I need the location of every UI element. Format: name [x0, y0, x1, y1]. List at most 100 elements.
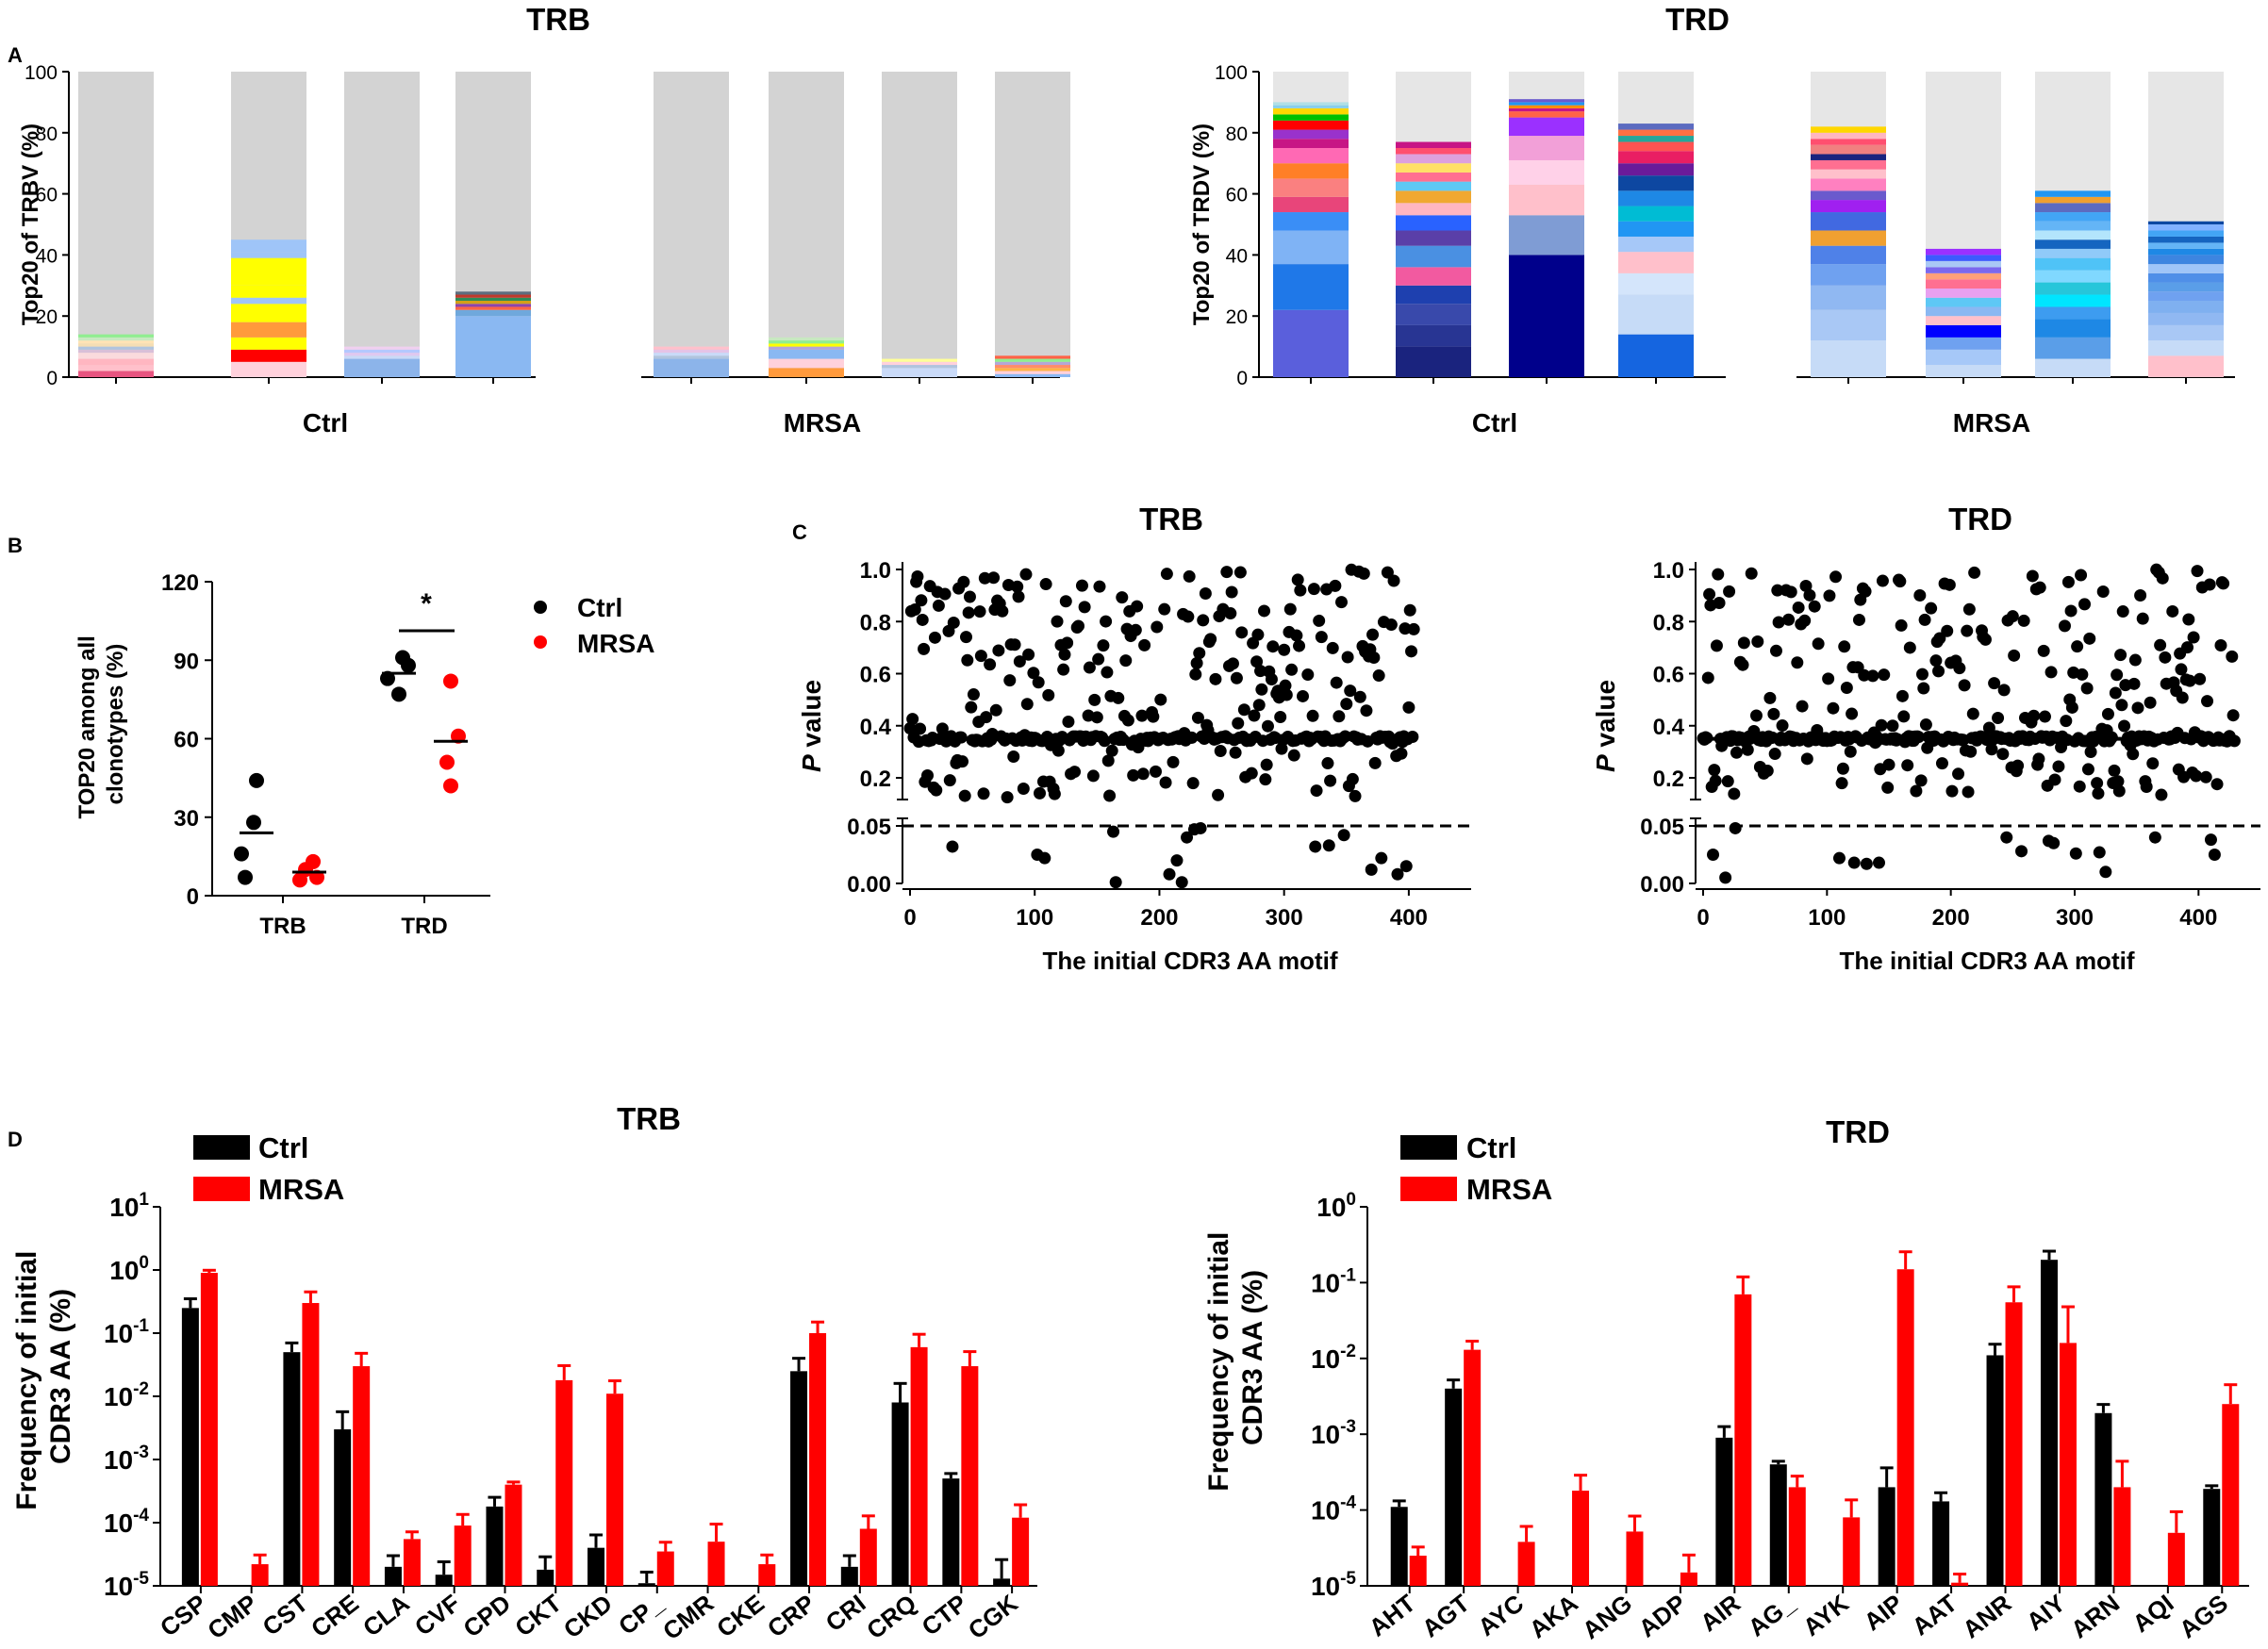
- bar-segment: [1811, 200, 1886, 213]
- d-trb-ylabel-line1: Frequency of initial: [11, 1251, 42, 1510]
- bar-mrsa: [505, 1484, 522, 1586]
- bar-segment: [1509, 107, 1584, 112]
- data-point: [1027, 667, 1040, 680]
- bar-ctrl: [942, 1478, 960, 1586]
- bar-segment: [1509, 117, 1584, 137]
- data-point: [1121, 714, 1134, 727]
- data-point: [2064, 604, 2078, 618]
- data-point: [1771, 584, 1784, 597]
- bar-mrsa: [1896, 1269, 1914, 1586]
- data-point: [1059, 595, 1072, 608]
- tick-exponent: 0: [139, 1253, 149, 1273]
- data-point: [1042, 688, 1055, 701]
- y-tick-label: 10-3: [104, 1443, 149, 1475]
- data-point: [957, 575, 970, 588]
- data-point: [938, 587, 952, 601]
- data-point: [1324, 774, 1337, 787]
- bar-segment: [231, 322, 306, 338]
- bar-segment: [1618, 141, 1694, 152]
- y-tick-label: 20: [1226, 306, 1248, 328]
- data-point: [1307, 583, 1320, 596]
- data-point: [906, 713, 919, 726]
- data-point: [1353, 690, 1366, 703]
- x-category-label: AIY: [2021, 1589, 2071, 1636]
- data-point: [1772, 616, 1785, 629]
- data-point: [1003, 674, 1017, 687]
- bar-segment: [1811, 132, 1886, 140]
- data-point: [967, 688, 980, 701]
- tick-exponent: -3: [1340, 1417, 1356, 1437]
- data-point: [1191, 711, 1204, 724]
- tick-base: 10: [1311, 1496, 1340, 1525]
- x-category-label: CGK: [963, 1589, 1023, 1644]
- data-point: [2226, 650, 2239, 663]
- bar-segment: [2148, 255, 2224, 265]
- bar-segment: [1926, 255, 2001, 261]
- tick-base: 10: [104, 1382, 133, 1411]
- y-tick-label: 0.2: [860, 767, 891, 792]
- bar-ctrl: [637, 1583, 655, 1586]
- bar-segment: [1618, 136, 1694, 142]
- data-point: [2155, 788, 2168, 801]
- bar-segment: [769, 346, 844, 350]
- bar-mrsa: [1734, 1294, 1752, 1586]
- data-point: [1844, 745, 1857, 758]
- bar-mrsa: [1626, 1531, 1644, 1586]
- b-ylabel-line1: TOP20 among all: [74, 635, 100, 818]
- y-tick-label: 0: [1236, 368, 1248, 389]
- bar-segment: [344, 346, 420, 350]
- bar-segment: [455, 316, 531, 377]
- data-point: [1334, 596, 1348, 609]
- bar-segment: [1273, 148, 1349, 164]
- data-point: [1225, 585, 1238, 599]
- bar-ctrl: [790, 1371, 808, 1586]
- data-point: [1103, 789, 1117, 802]
- data-point: [1341, 651, 1354, 664]
- a-trb-group-ctrl: Ctrl: [303, 408, 348, 437]
- data-point: [1278, 643, 1291, 656]
- data-point: [1329, 579, 1342, 592]
- data-point: [1214, 745, 1227, 758]
- a-trd-group-mrsa: MRSA: [1953, 408, 2030, 437]
- bar-segment: [1273, 309, 1349, 377]
- bar-segment: [2035, 270, 2111, 283]
- data-point: [1812, 637, 1825, 651]
- data-point: [2140, 781, 2153, 794]
- data-point: [1741, 743, 1754, 756]
- bar-segment: [1926, 324, 2001, 338]
- y-tick-label: 10-1: [104, 1316, 149, 1348]
- tick-exponent: -1: [133, 1316, 149, 1336]
- bar-segment: [1273, 129, 1349, 140]
- bar-segment: [2035, 294, 2111, 307]
- bar-segment: [1273, 120, 1349, 130]
- bar-ctrl: [891, 1402, 909, 1586]
- data-point: [1160, 568, 1173, 581]
- c-trb-ylabel-italic: P: [797, 754, 826, 772]
- y-tick-label: 60: [36, 185, 58, 206]
- bar-segment: [2035, 282, 2111, 295]
- y-tick-label: 10-1: [1311, 1265, 1356, 1297]
- data-point: [1245, 767, 1258, 780]
- c-trb-xlabel: The initial CDR3 AA motif: [1043, 947, 1338, 975]
- bar-segment: [2148, 324, 2224, 341]
- tick-exponent: -1: [1340, 1265, 1356, 1285]
- x-category-label: CKD: [558, 1589, 618, 1643]
- data-point: [1022, 648, 1035, 661]
- bar-segment: [995, 361, 1070, 366]
- bar-segment: [1396, 148, 1471, 155]
- bar-segment: [1811, 126, 1886, 133]
- data-point: [943, 774, 956, 787]
- panel-label-b: B: [8, 534, 23, 557]
- bar-segment: [769, 337, 844, 341]
- data-point: [1399, 622, 1412, 635]
- d-trb-ylabel-line2: CDR3 AA (%): [45, 1289, 76, 1464]
- data-point: [1803, 588, 1816, 602]
- y-tick-label: 0.4: [860, 715, 892, 740]
- x-category-label: ANG: [1577, 1589, 1637, 1644]
- data-point: [1209, 672, 1222, 685]
- x-category-label: CMR: [657, 1589, 719, 1645]
- b-legend-mrsa-marker: [534, 635, 547, 649]
- bar-segment: [2148, 236, 2224, 243]
- bar-mrsa: [2167, 1532, 2185, 1586]
- c-trd-title: TRD: [1948, 502, 2012, 536]
